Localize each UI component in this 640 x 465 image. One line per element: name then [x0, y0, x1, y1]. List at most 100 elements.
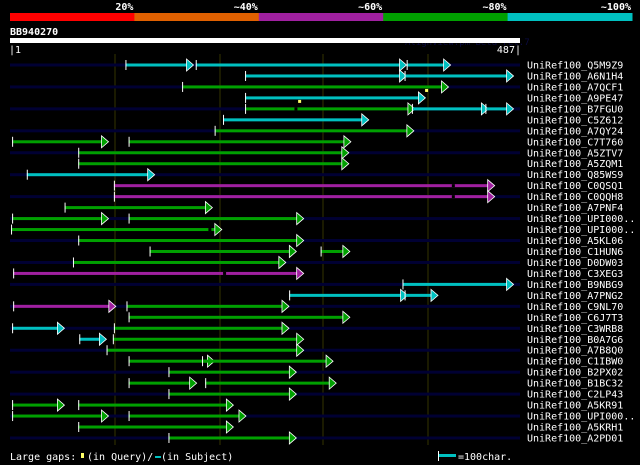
hit-segment[interactable] [245, 74, 404, 78]
hit-segment[interactable] [113, 184, 492, 188]
hit-label[interactable]: UniRef100_UPI000.. [527, 225, 635, 236]
hit-label[interactable]: UniRef100_A5KRH1 [527, 423, 623, 434]
segment-end-arrow-icon [296, 211, 305, 226]
identity-scale-label: ~60% [358, 2, 382, 13]
hit-label[interactable]: UniRef100_C1IBW0 [527, 357, 623, 368]
hit-segment[interactable] [168, 370, 294, 374]
hit-segment[interactable] [112, 337, 301, 341]
hit-segment[interactable] [126, 304, 286, 308]
hit-segment[interactable] [12, 217, 106, 221]
hit-segment[interactable] [125, 63, 191, 67]
hit-label[interactable]: UniRef100_C3WRB8 [527, 324, 623, 335]
hit-segment[interactable] [26, 173, 152, 177]
hit-segment[interactable] [12, 326, 62, 330]
segment-end-arrow-icon [288, 244, 297, 259]
legend-scale-label: =100char. [458, 452, 512, 463]
hit-segment[interactable] [12, 414, 106, 418]
hit-segment[interactable] [64, 206, 210, 210]
hit-label[interactable]: UniRef100_A6N1H4 [527, 71, 623, 82]
hit-segment[interactable] [78, 239, 301, 243]
hit-segment[interactable] [182, 85, 446, 89]
hit-segment[interactable] [404, 293, 435, 297]
hit-label[interactable]: UniRef100_B9NBG9 [527, 280, 623, 291]
hit-segment[interactable] [106, 348, 301, 352]
hit-label[interactable]: UniRef100_C3XEG3 [527, 269, 623, 280]
hit-label[interactable]: UniRef100_B1BC32 [527, 379, 623, 390]
hit-segment[interactable] [78, 151, 346, 155]
hit-segment[interactable] [289, 293, 405, 297]
hit-label[interactable]: UniRef100_Q85WS9 [527, 170, 623, 181]
hit-segment[interactable] [78, 425, 231, 429]
hit-label[interactable]: UniRef100_A5ZTV7 [527, 148, 623, 159]
hit-label[interactable]: UniRef100_C1HUN6 [527, 247, 623, 258]
hit-segment[interactable] [214, 129, 411, 133]
hit-segment[interactable] [402, 282, 511, 286]
hit-segment[interactable] [13, 304, 113, 308]
segment-end-arrow-icon [147, 167, 156, 182]
hit-label[interactable]: UniRef100_D0DW03 [527, 258, 623, 269]
hit-label[interactable]: UniRef100_A5ZQM1 [527, 159, 623, 170]
hit-segment[interactable] [168, 436, 294, 440]
hit-label[interactable]: UniRef100_B0A7G6 [527, 335, 623, 346]
hit-segment[interactable] [78, 162, 346, 166]
hit-segment[interactable] [11, 228, 219, 232]
hit-label[interactable]: UniRef100_C6J7T3 [527, 313, 623, 324]
hit-label[interactable]: UniRef100_Q5M9Z9 [527, 61, 623, 72]
hit-segment[interactable] [79, 337, 104, 341]
hit-label[interactable]: UniRef100_B2PX02 [527, 368, 623, 379]
hit-label[interactable]: UniRef100_C5Z612 [527, 115, 623, 126]
segment-end-arrow-icon [288, 365, 297, 380]
hit-segment[interactable] [128, 414, 243, 418]
hit-segment[interactable] [320, 249, 347, 253]
hit-segment[interactable] [245, 96, 423, 100]
hit-label[interactable]: UniRef100_A9PE47 [527, 93, 623, 104]
hit-segment[interactable] [205, 381, 334, 385]
hit-segment[interactable] [404, 74, 511, 78]
hit-segment[interactable] [128, 315, 347, 319]
hit-label[interactable]: UniRef100_C2LP43 [527, 390, 623, 401]
hit-label[interactable]: UniRef100_UPI000.. [527, 214, 635, 225]
hit-label[interactable]: UniRef100_B7FGU0 [527, 104, 623, 115]
hit-segment[interactable] [485, 107, 511, 111]
hit-label[interactable]: UniRef100_A5KL06 [527, 236, 623, 247]
hit-label[interactable]: UniRef100_A7QY24 [527, 126, 623, 137]
hit-label[interactable]: UniRef100_C9NL70 [527, 302, 623, 313]
hit-label[interactable]: UniRef100_A2PD01 [527, 433, 623, 444]
hit-segment[interactable] [128, 359, 212, 363]
hit-segment[interactable] [113, 195, 492, 199]
hit-segment[interactable] [245, 107, 412, 111]
hit-segment[interactable] [13, 271, 301, 275]
hit-segment[interactable] [195, 63, 404, 67]
hit-segment[interactable] [72, 260, 283, 264]
hit-segment[interactable] [12, 140, 106, 144]
hit-label[interactable]: UniRef100_C0QQH8 [527, 192, 623, 203]
hit-segment[interactable] [202, 359, 331, 363]
hit-label[interactable]: UniRef100_A5KR91 [527, 401, 623, 412]
hit-segment[interactable] [223, 118, 366, 122]
hit-segment[interactable] [128, 140, 348, 144]
segment-end-arrow-icon [341, 156, 350, 171]
hit-segment[interactable] [168, 392, 294, 396]
segment-end-arrow-icon [342, 310, 351, 325]
hit-segment[interactable] [411, 107, 486, 111]
hit-segment[interactable] [12, 403, 62, 407]
hit-label[interactable]: UniRef100_C7T760 [527, 137, 623, 148]
hit-label[interactable]: UniRef100_A7PNG2 [527, 291, 623, 302]
row-background [10, 414, 520, 418]
hit-segment[interactable] [128, 217, 301, 221]
hit-label[interactable]: UniRef100_UPI000.. [527, 412, 635, 423]
segment-end-arrow-icon [506, 69, 515, 83]
segment-end-arrow-icon [342, 244, 351, 259]
hit-label[interactable]: UniRef100_C0QSQ1 [527, 181, 623, 192]
hit-label[interactable]: UniRef100_A7QCF1 [527, 82, 623, 93]
hit-segment[interactable] [78, 403, 231, 407]
hit-label[interactable]: UniRef100_A7B8Q0 [527, 346, 623, 357]
subject-gap-marker [451, 195, 455, 199]
hit-segment[interactable] [128, 381, 194, 385]
segment-end-arrow-icon [506, 277, 515, 292]
hit-segment[interactable] [113, 326, 286, 330]
hit-segment[interactable] [406, 63, 448, 67]
hit-label[interactable]: UniRef100_A7PNF4 [527, 203, 623, 214]
hit-segment[interactable] [149, 249, 294, 253]
segment-end-arrow-icon [296, 233, 305, 248]
